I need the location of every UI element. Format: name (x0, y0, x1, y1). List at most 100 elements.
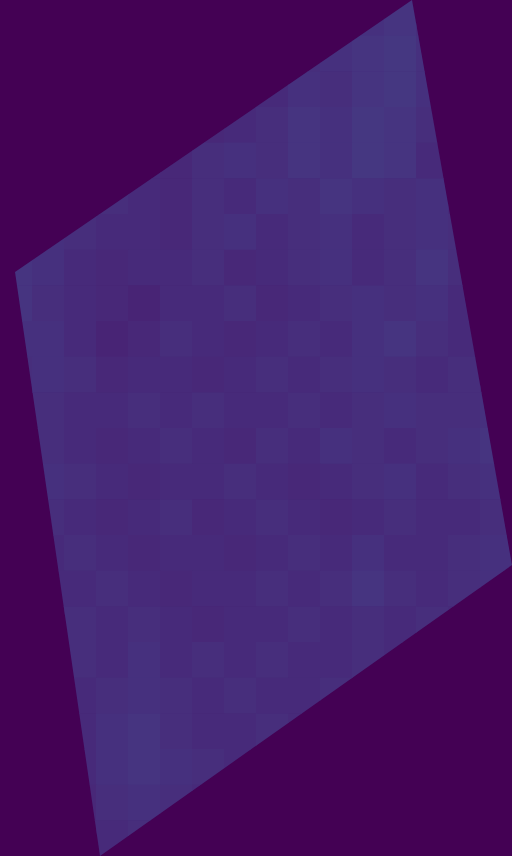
heatmap-cell (192, 321, 225, 357)
heatmap-cell (416, 606, 449, 642)
heatmap-cell (416, 178, 449, 214)
heatmap-cell (384, 606, 417, 642)
heatmap-cell (128, 571, 161, 607)
heatmap-cell (256, 428, 289, 464)
heatmap-cell (288, 143, 321, 179)
heatmap-cell (416, 36, 449, 72)
heatmap-cell (96, 785, 129, 821)
heatmap-cell (416, 285, 449, 321)
heatmap-cell (352, 392, 385, 428)
heatmap-cell (128, 606, 161, 642)
heatmap-cell (128, 250, 161, 286)
heatmap-cell (192, 713, 225, 749)
heatmap-cell (384, 535, 417, 571)
heatmap-cell (96, 321, 129, 357)
heatmap-cell (320, 71, 353, 107)
heatmap-cell (128, 642, 161, 678)
heatmap-cell (384, 499, 417, 535)
heatmap-cell (224, 678, 257, 714)
heatmap-cell (192, 428, 225, 464)
heatmap-cell (64, 357, 97, 393)
heatmap-cell (32, 250, 65, 286)
heatmap-cell (384, 250, 417, 286)
heatmap-cell (352, 285, 385, 321)
heatmap-cell (128, 357, 161, 393)
heatmap-cell (384, 36, 417, 72)
heatmap-cell (32, 321, 65, 357)
heatmap-cell (480, 499, 512, 535)
heatmap-cell (320, 250, 353, 286)
heatmap-cell (160, 713, 193, 749)
heatmap-cell (256, 107, 289, 143)
heatmap-cell (192, 535, 225, 571)
background (0, 0, 512, 856)
heatmap-cell (256, 535, 289, 571)
heatmap-cell (448, 250, 481, 286)
heatmap-cell (192, 678, 225, 714)
heatmap-cell (320, 678, 353, 714)
heatmap-cell (224, 392, 257, 428)
heatmap-cell (224, 143, 257, 179)
heatmap-cell (256, 250, 289, 286)
heatmap-cell (288, 428, 321, 464)
heatmap-cell (224, 250, 257, 286)
heatmap-cell (320, 143, 353, 179)
heatmap-cell (448, 535, 481, 571)
heatmap-cell (480, 571, 512, 607)
heatmap-cell (256, 71, 289, 107)
heatmap-cell (160, 428, 193, 464)
heatmap-cell (256, 571, 289, 607)
heatmap-cell (320, 464, 353, 500)
heatmap-cell (128, 285, 161, 321)
heatmap-cell (160, 678, 193, 714)
heatmap-cell (64, 678, 97, 714)
heatmap-cell (384, 571, 417, 607)
heatmap-cell (256, 678, 289, 714)
heatmap-cell (192, 357, 225, 393)
heatmap-cell (352, 428, 385, 464)
heatmap-cell (448, 464, 481, 500)
heatmap-cell (288, 571, 321, 607)
heatmap-cells (0, 0, 512, 856)
heatmap-cell (96, 820, 129, 856)
heatmap-cell (352, 214, 385, 250)
heatmap-cell (480, 392, 512, 428)
heatmap-cell (288, 678, 321, 714)
heatmap-cell (352, 357, 385, 393)
heatmap-cell (224, 214, 257, 250)
heatmap-cell (256, 178, 289, 214)
heatmap-cell (192, 785, 225, 821)
heatmap-cell (64, 785, 97, 821)
heatmap-cell (384, 214, 417, 250)
heatmap-cell (288, 178, 321, 214)
heatmap-cell (64, 820, 97, 856)
heatmap-cell (224, 178, 257, 214)
heatmap-cell (224, 642, 257, 678)
heatmap-cell (320, 535, 353, 571)
heatmap-cell (96, 285, 129, 321)
heatmap-cell (320, 499, 353, 535)
heatmap-cell (64, 713, 97, 749)
heatmap-cell (256, 464, 289, 500)
heatmap-cell (256, 713, 289, 749)
heatmap-cell (448, 571, 481, 607)
heatmap-cell (320, 214, 353, 250)
heatmap-cell (192, 214, 225, 250)
heatmap-cell (288, 214, 321, 250)
heatmap-cell (160, 214, 193, 250)
heatmap-cell (320, 606, 353, 642)
heatmap-cell (160, 357, 193, 393)
heatmap-cell (160, 606, 193, 642)
heatmap-cell (352, 642, 385, 678)
heatmap-cell (160, 571, 193, 607)
heatmap-cell (160, 749, 193, 785)
heatmap-cell (96, 678, 129, 714)
heatmap-cell (96, 392, 129, 428)
heatmap-cell (320, 321, 353, 357)
heatmap-cell (416, 357, 449, 393)
heatmap-cell (352, 571, 385, 607)
heatmap-cell (32, 499, 65, 535)
heatmap-cell (256, 392, 289, 428)
heatmap-cell (384, 464, 417, 500)
heatmap-cell (320, 285, 353, 321)
